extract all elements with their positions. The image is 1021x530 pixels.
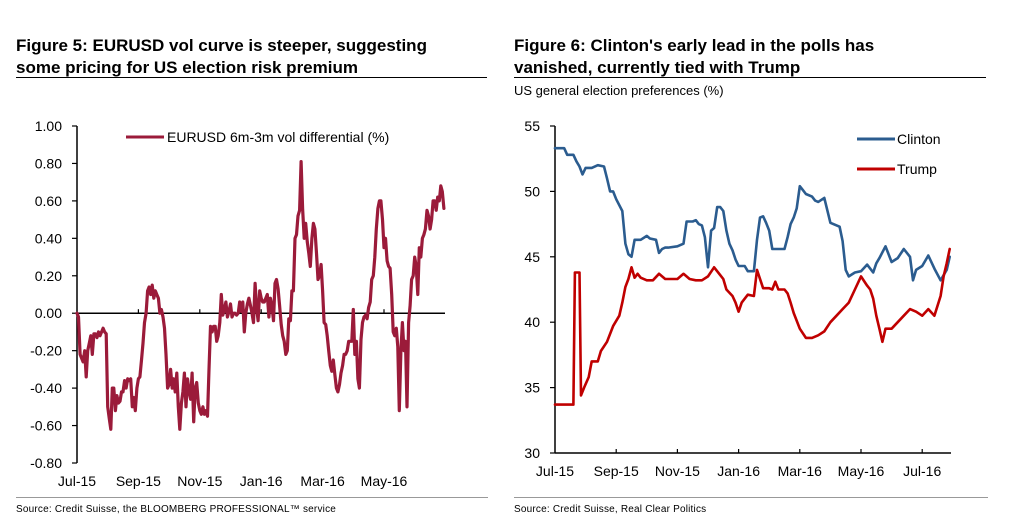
figure5-chart: -0.80 -0.60 -0.40 -0.20 0.00 0.20 0.40 0.60 0.80… xyxy=(30,118,446,489)
y-tick-label: 35 xyxy=(524,380,540,396)
y-tick-label: 0.00 xyxy=(35,305,62,321)
figure5-title-rule xyxy=(16,77,487,78)
y-tick-label: 0.40 xyxy=(35,230,62,246)
figure6-title-line1: Figure 6: Clinton's early lead in the po… xyxy=(514,36,875,55)
y-tick-label: -0.60 xyxy=(30,418,62,434)
y-tick-label: 50 xyxy=(524,183,540,199)
figure6-subtitle: US general election preferences (%) xyxy=(514,83,724,98)
y-tick-label: 0.20 xyxy=(35,268,62,284)
y-tick-label: 0.80 xyxy=(35,155,62,171)
y-tick-label: 40 xyxy=(524,314,540,330)
x-tick-label: Jan-16 xyxy=(240,473,283,489)
figure5-source: Source: Credit Suisse, the BLOOMBERG PRO… xyxy=(16,504,337,515)
x-tick-label: Jul-15 xyxy=(536,463,574,479)
y-tick-label: 45 xyxy=(524,249,540,265)
series-line-eurusd-6m-3m-vol-differential xyxy=(75,160,446,431)
series-line-clinton xyxy=(553,146,952,282)
x-tick-label: Nov-15 xyxy=(655,463,700,479)
legend-label: Clinton xyxy=(897,131,941,147)
x-tick-label: May-16 xyxy=(361,473,408,489)
y-tick-label: -0.20 xyxy=(30,343,62,359)
y-tick-label: -0.40 xyxy=(30,380,62,396)
y-tick-label: -0.80 xyxy=(30,455,62,471)
x-tick-label: Sep-15 xyxy=(594,463,639,479)
figure6-source-rule xyxy=(514,497,988,498)
figure5-title-line2: some pricing for US election risk premiu… xyxy=(16,58,358,77)
series-line-trump xyxy=(553,247,952,406)
y-tick-label: 1.00 xyxy=(35,118,62,134)
x-tick-label: Jan-16 xyxy=(717,463,760,479)
y-tick-label: 55 xyxy=(524,118,540,134)
x-tick-label: Mar-16 xyxy=(300,473,345,489)
x-tick-label: Mar-16 xyxy=(778,463,823,479)
y-tick-label: 30 xyxy=(524,445,540,461)
x-tick-label: Nov-15 xyxy=(177,473,222,489)
figure6-title-rule xyxy=(514,77,986,78)
x-tick-label: Jul-16 xyxy=(903,463,941,479)
x-tick-label: Jul-15 xyxy=(58,473,96,489)
figure6-title-line2: vanished, currently tied with Trump xyxy=(514,58,801,77)
figure5-source-rule xyxy=(16,497,488,498)
x-tick-label: May-16 xyxy=(838,463,885,479)
figure6-source: Source: Credit Suisse, Real Clear Politi… xyxy=(514,504,707,515)
legend-label: Trump xyxy=(897,161,937,177)
x-tick-label: Sep-15 xyxy=(116,473,161,489)
y-tick-label: 0.60 xyxy=(35,193,62,209)
figure6-chart: 30 35 40 45 50 55 Jul-15 Sep-15 Nov-15 Jan-16 Mar-… xyxy=(524,118,952,479)
figure5-title-line1: Figure 5: EURUSD vol curve is steeper, s… xyxy=(16,36,427,55)
legend-label: EURUSD 6m-3m vol differential (%) xyxy=(167,129,389,145)
